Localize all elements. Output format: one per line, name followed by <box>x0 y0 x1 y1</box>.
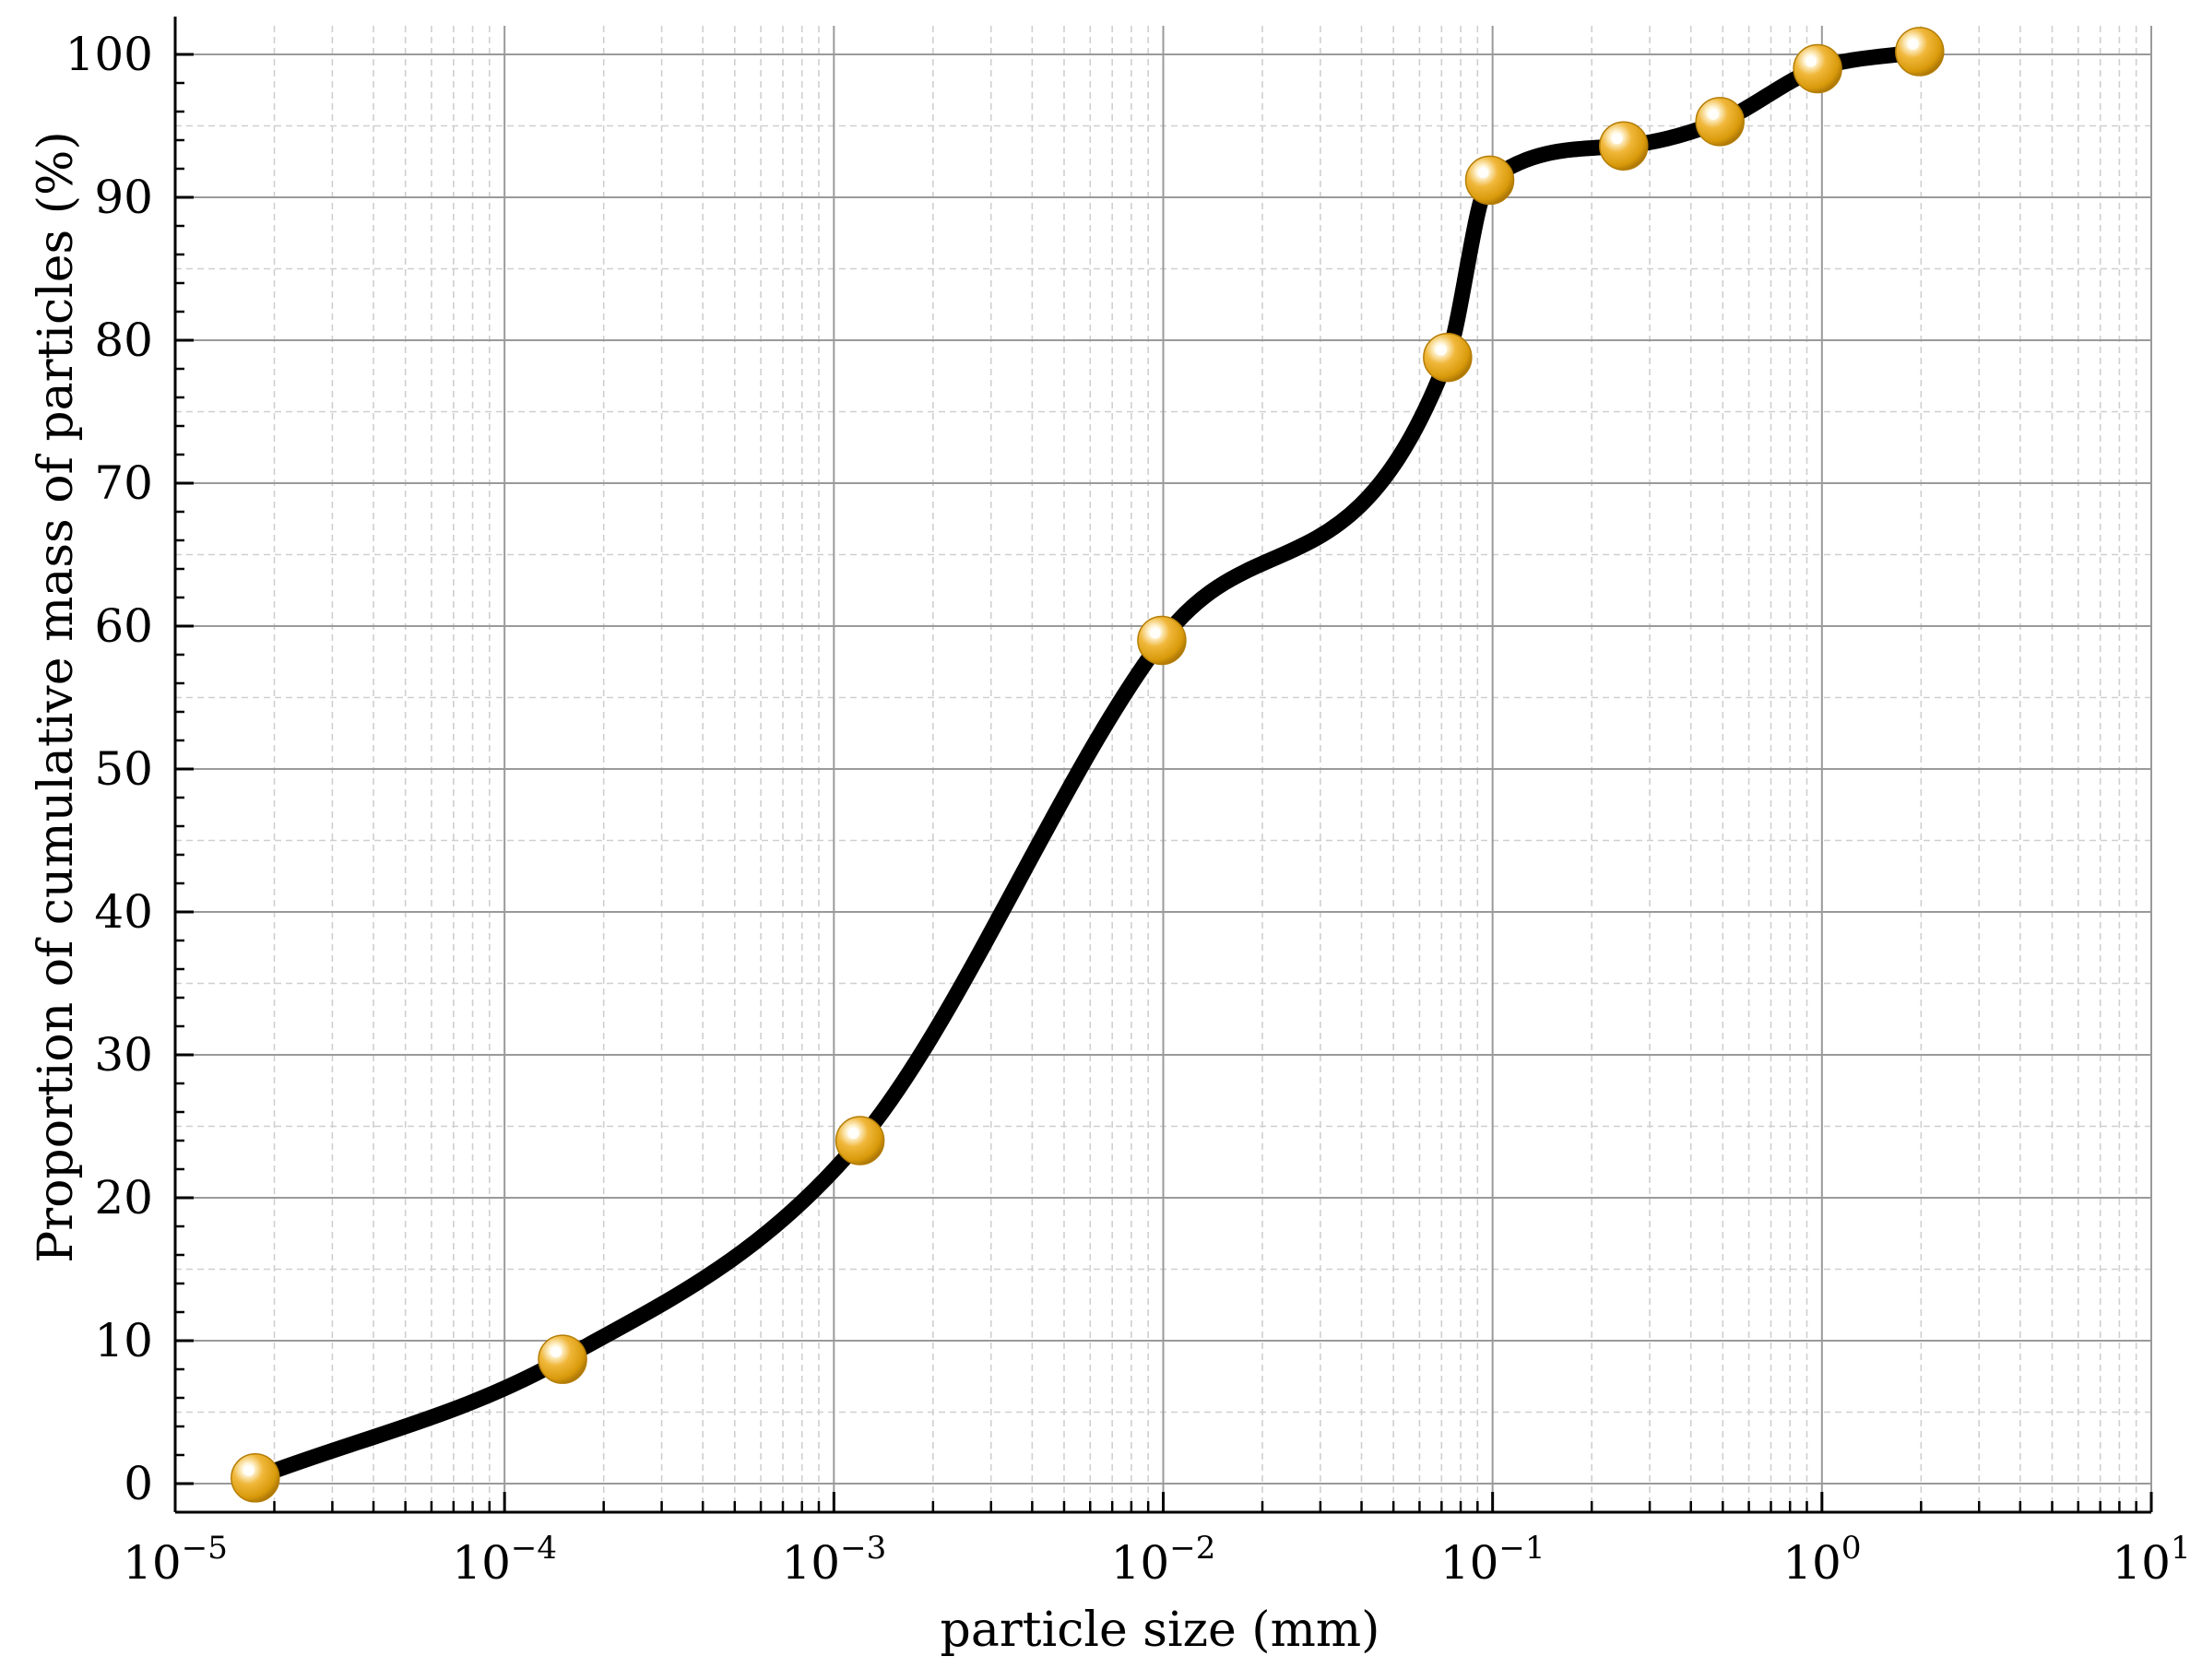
data-point-marker <box>1895 27 1945 77</box>
y-tick-labels: 0 10 20 30 40 50 60 70 80 90 100 <box>65 28 153 1510</box>
data-point-marker <box>1695 97 1745 147</box>
data-point-highlight <box>1708 108 1720 120</box>
data-point <box>1895 27 1945 77</box>
data-point-highlight <box>243 1464 255 1476</box>
data-point-marker <box>835 1116 885 1165</box>
data-point-marker <box>1423 332 1473 383</box>
x-tick-label: 10−1 <box>1440 1530 1545 1590</box>
data-point-marker <box>1599 121 1649 171</box>
y-tick-label: 50 <box>94 742 153 796</box>
data-point-highlight <box>1611 133 1623 145</box>
y-tick-label: 90 <box>94 171 153 224</box>
data-point-marker <box>538 1334 587 1384</box>
data-point-marker <box>1793 43 1842 94</box>
y-tick-label: 20 <box>94 1171 153 1225</box>
data-point <box>1599 121 1649 171</box>
x-tick-labels: 10−5 10−4 10−3 10−2 10−1 100 101 <box>123 1530 2191 1590</box>
x-tick-label: 100 <box>1782 1530 1861 1590</box>
x-axis-title: particle size (mm) <box>941 1603 1380 1658</box>
data-point-highlight <box>847 1128 859 1139</box>
data-point-highlight <box>1477 167 1489 179</box>
y-tick-label: 40 <box>94 885 153 939</box>
data-point-highlight <box>1149 627 1161 639</box>
data-point <box>231 1453 280 1503</box>
data-point <box>1423 332 1473 383</box>
data-point <box>835 1116 885 1165</box>
data-point <box>1464 155 1515 206</box>
axis-ticks <box>173 53 2153 1512</box>
x-tick-label: 10−3 <box>781 1530 886 1590</box>
data-point-marker <box>1137 615 1187 666</box>
y-tick-label: 70 <box>94 456 153 510</box>
data-series <box>231 27 1945 1503</box>
x-tick-label: 10−5 <box>123 1530 228 1590</box>
data-point-marker <box>231 1453 280 1503</box>
data-point <box>538 1334 587 1384</box>
y-tick-label: 10 <box>94 1314 153 1367</box>
data-point-highlight <box>550 1346 562 1358</box>
grid <box>175 26 2152 1512</box>
data-point <box>1695 97 1745 147</box>
data-point <box>1137 615 1187 666</box>
data-point-marker <box>1464 155 1515 206</box>
y-tick-label: 60 <box>94 599 153 653</box>
y-tick-label: 30 <box>94 1028 153 1082</box>
data-point-highlight <box>1805 55 1817 67</box>
y-tick-label: 100 <box>65 28 153 81</box>
x-tick-label: 10−2 <box>1111 1530 1216 1590</box>
y-tick-label: 80 <box>94 314 153 367</box>
x-tick-label: 10−4 <box>452 1530 557 1590</box>
data-point-highlight <box>1907 38 1919 50</box>
data-point <box>1793 43 1842 94</box>
data-point-highlight <box>1435 344 1447 356</box>
y-axis-title: Proportion of cumulative mass of particl… <box>29 131 84 1262</box>
y-tick-label: 0 <box>124 1457 153 1510</box>
x-tick-label: 101 <box>2112 1530 2190 1590</box>
